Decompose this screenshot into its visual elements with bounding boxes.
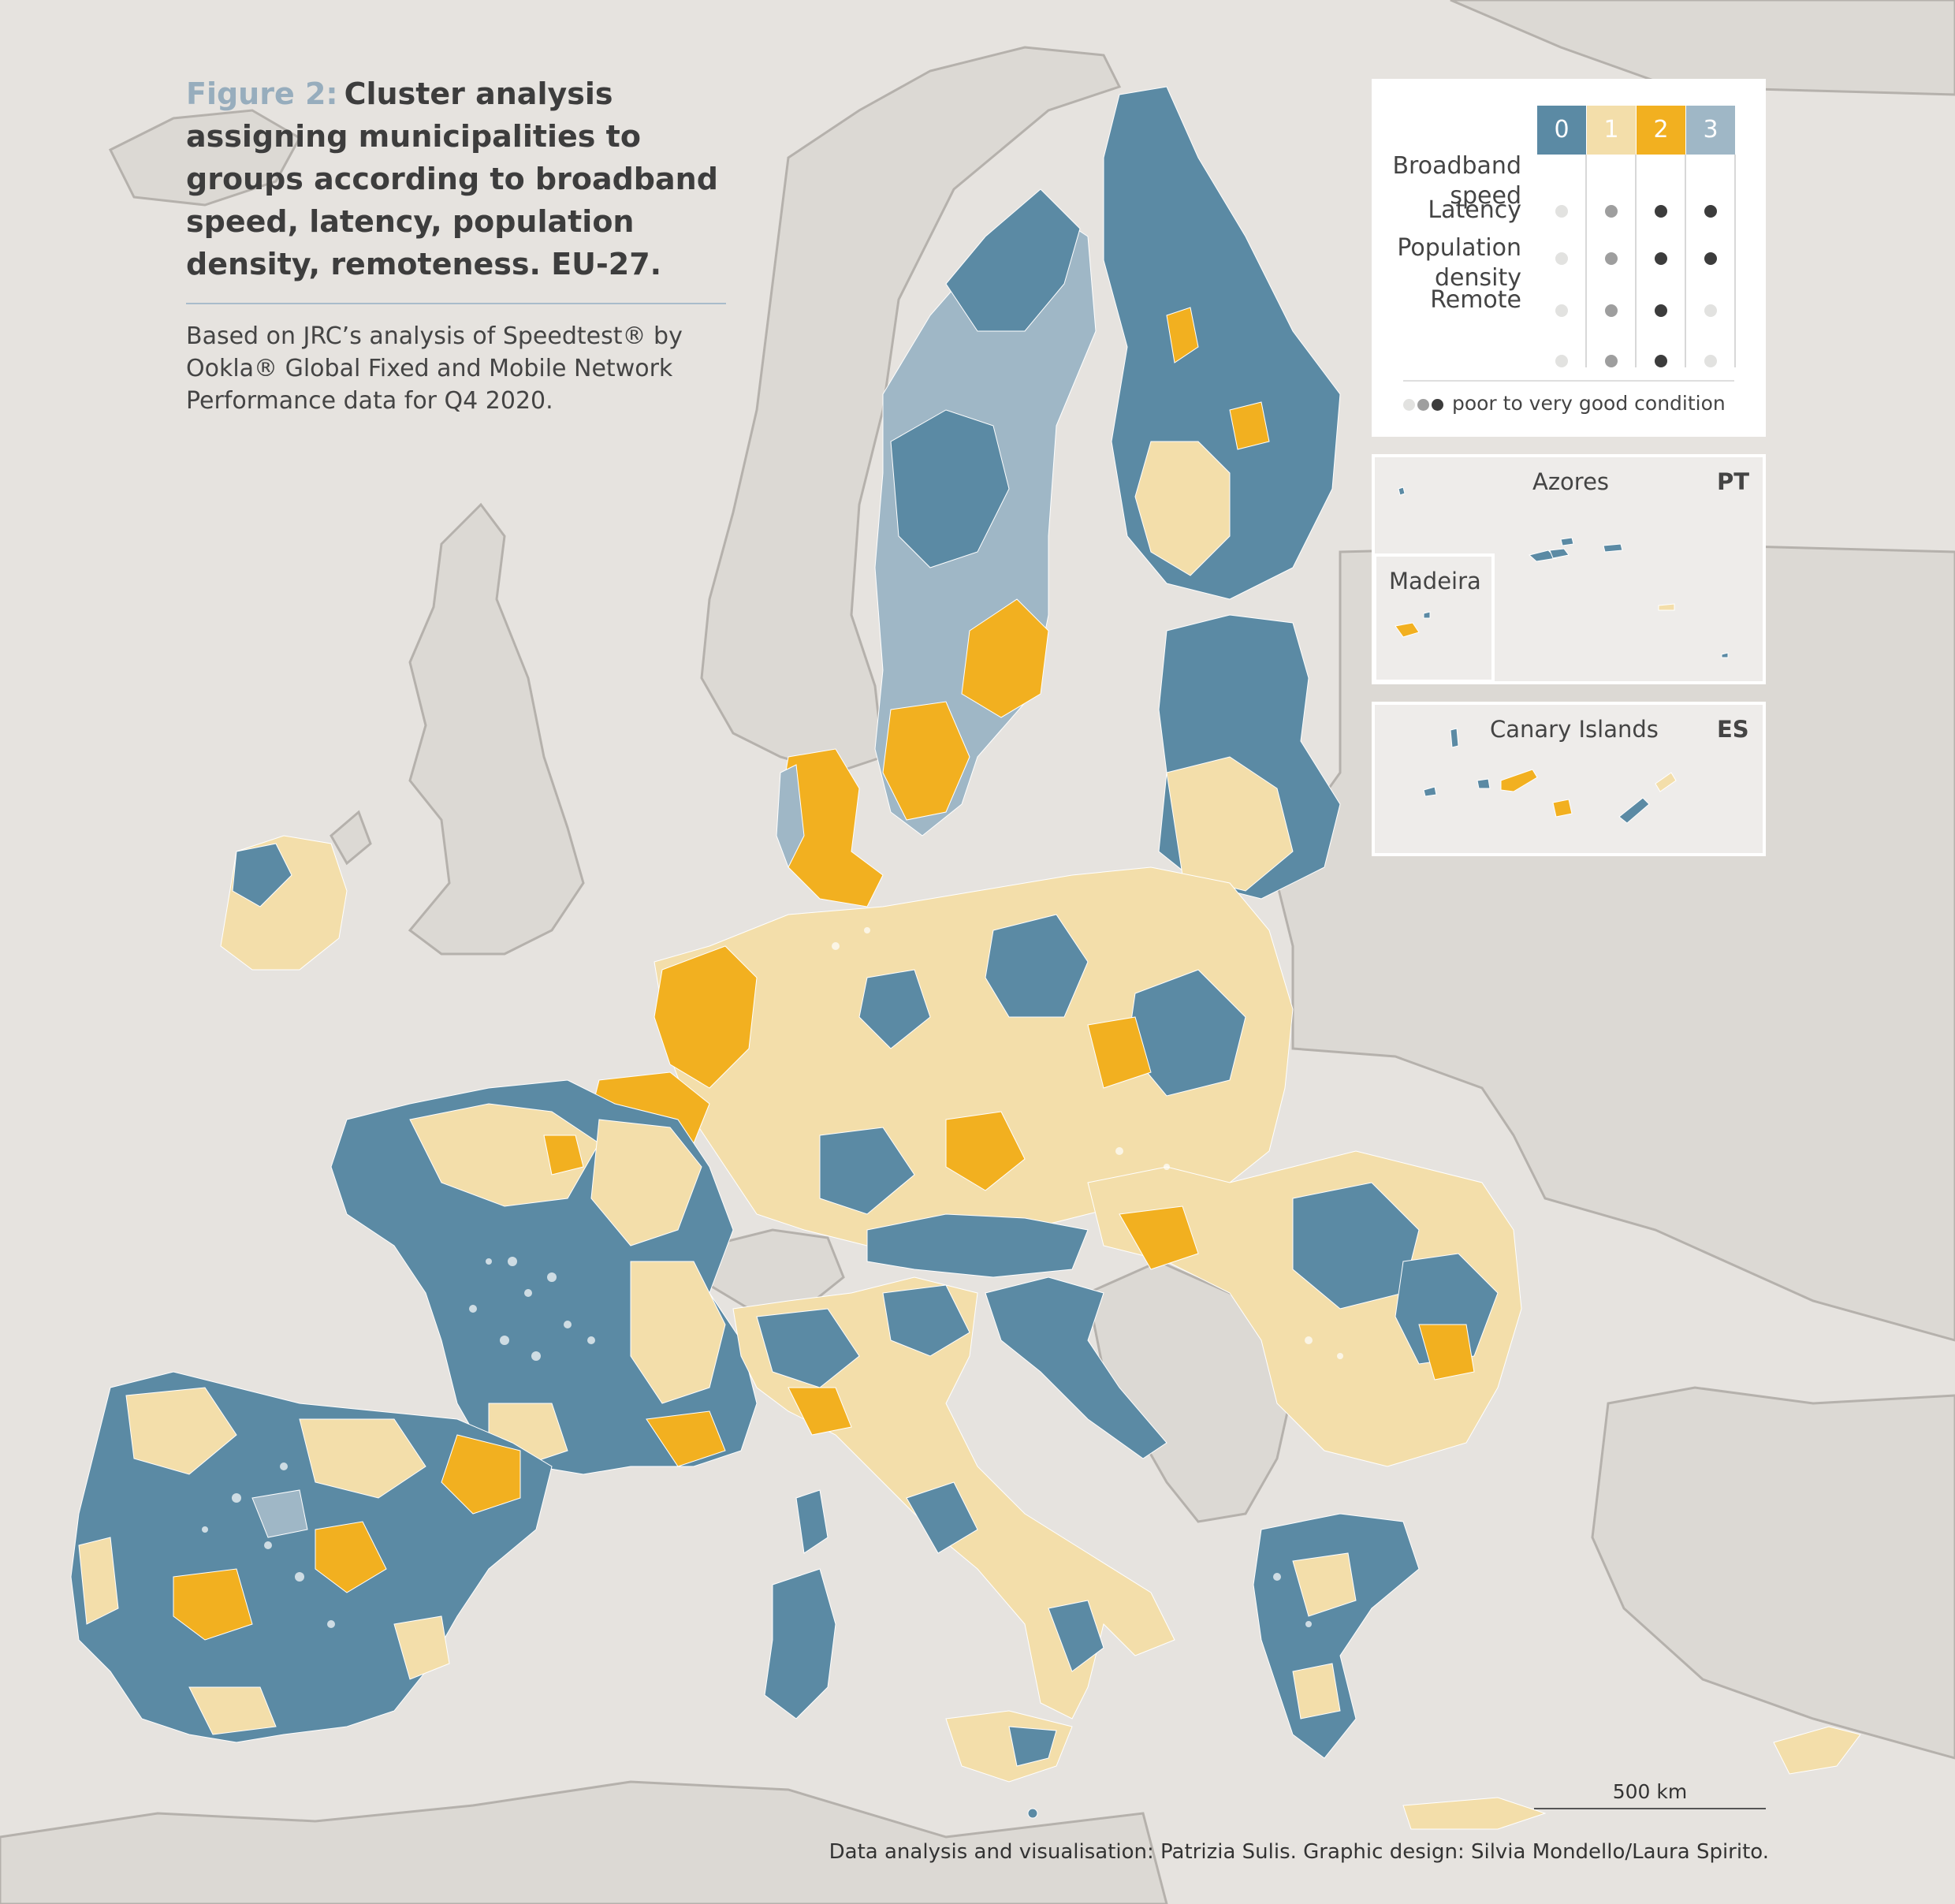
legend: 0 1 2 3 Broadband speed Latency Population den… [1372,79,1766,437]
title-divider [186,303,726,304]
legend-footer-divider [1403,380,1734,382]
legend-footer: poor to very good condition [1403,389,1766,418]
inset-canary-islands: Canary Islands ES [1372,702,1766,856]
speckle-texture [202,927,1343,1628]
legend-level-dot [1555,252,1568,265]
scale-label: 500 km [1612,1780,1688,1803]
legend-column-divider [1635,155,1637,367]
legend-cluster-2: 2 [1637,106,1685,155]
figure-prefix: Figure 2: [186,76,338,111]
region-sweden-south [882,701,970,821]
inset-azores-madeira: Azores PT Madeira [1372,454,1766,684]
inset-azores-madeira-map [1375,486,1729,681]
figure-title-text: Cluster analysis assigning municipalitie… [186,76,718,281]
legend-row-label: Population density [1397,234,1521,292]
legend-level-dot [1655,205,1667,218]
legend-level-dot [1555,205,1568,218]
legend-level-dot [1655,355,1667,367]
legend-column-divider [1585,155,1587,367]
legend-cluster-3: 3 [1686,106,1735,155]
legend-column-divider [1734,155,1736,367]
legend-cluster-0: 0 [1537,106,1586,155]
legend-cluster-1: 1 [1587,106,1636,155]
inset-label-azores: Azores [1532,468,1610,495]
legend-level-dot [1605,304,1618,317]
legend-footnote: poor to very good condition [1451,392,1726,415]
level-dot-good [1432,398,1443,411]
legend-row-label: Remote [1430,286,1521,314]
title-block: Figure 2: Cluster analysis assigning muni… [186,73,738,417]
legend-level-dot [1655,304,1667,317]
region-sweden-north [945,188,1081,332]
level-dot-poor [1403,398,1415,411]
scale-line [1534,1808,1766,1809]
figure-subtitle: Based on JRC’s analysis of Speedtest® by… [186,322,683,415]
legend-level-dot [1605,355,1618,367]
legend-row-label: Broadband speed [1392,152,1521,210]
legend-level-dot [1605,252,1618,265]
scale-bar: 500 km [1534,1780,1766,1809]
inset-canary-map [1423,728,1677,824]
credits: Data analysis and visualisation: Patrizi… [829,1840,1769,1864]
inset-label-madeira: Madeira [1389,568,1481,594]
inset-code-pt: PT [1717,468,1750,495]
inset-code-es: ES [1717,716,1749,743]
legend-level-dot [1704,304,1717,317]
inset-label-canary: Canary Islands [1490,716,1659,743]
legend-level-dot [1704,205,1717,218]
legend-level-dot [1555,304,1568,317]
legend-level-dot [1605,205,1618,218]
legend-level-dot [1704,355,1717,367]
legend-level-dot [1655,252,1667,265]
level-dot-medium [1417,398,1429,411]
legend-row-label: Latency [1428,196,1521,224]
region-sweden-stockholm [961,598,1049,718]
legend-level-dot [1704,252,1717,265]
legend-level-dot [1555,355,1568,367]
eu-clusters [70,86,1861,1830]
region-sweden-mid [890,409,1010,568]
legend-grid: 0 1 2 3 Broadband speed Latency Population den… [1372,106,1766,374]
legend-column-divider [1685,155,1686,367]
figure-title: Figure 2: Cluster analysis assigning muni… [186,73,738,285]
